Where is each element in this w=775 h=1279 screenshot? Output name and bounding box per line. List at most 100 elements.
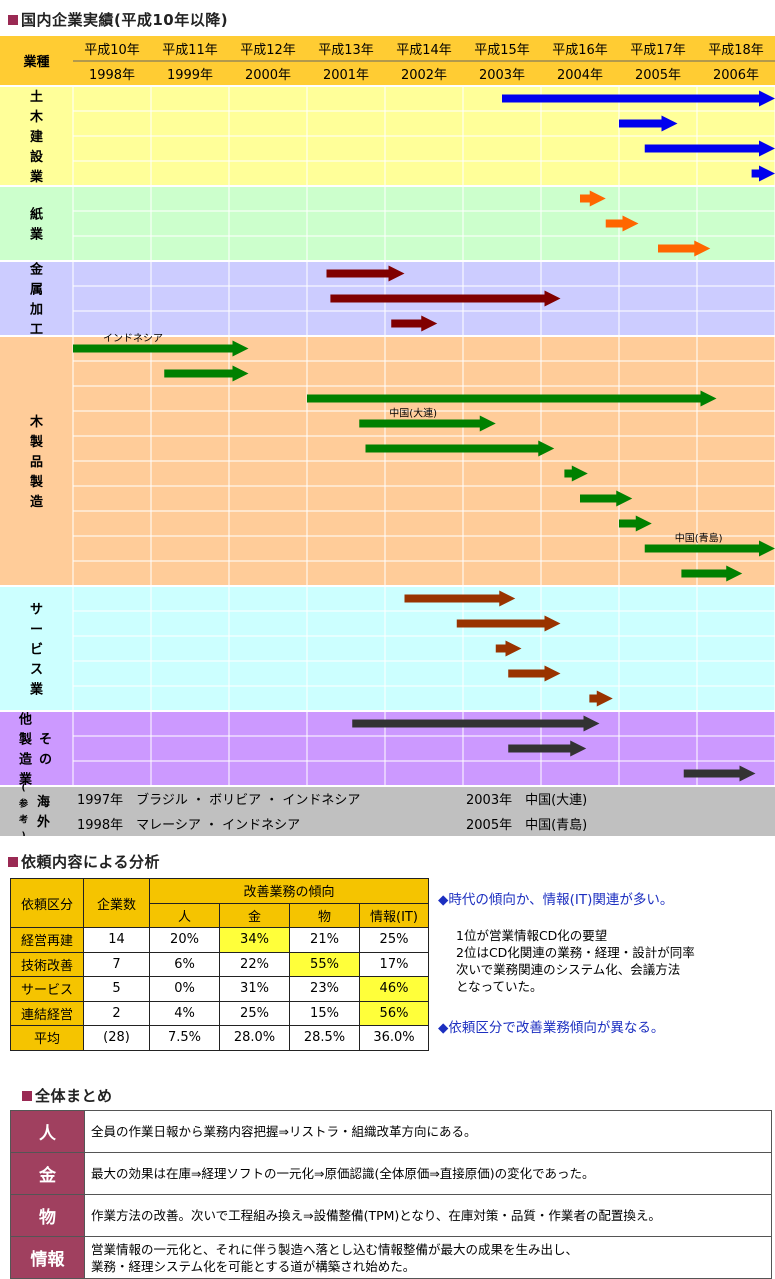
arrow-annotation: インドネシア <box>103 333 163 345</box>
row-company-count: 7 <box>83 951 150 977</box>
year-ad-label: 2006年 <box>713 68 759 83</box>
table-row-average: 平均 (28) 7.5% 28.0% 28.5% 36.0% <box>10 1025 429 1051</box>
row-trend-value: 28.0% <box>219 1025 290 1051</box>
row-company-count: 2 <box>83 1000 150 1026</box>
summary-text: 最大の効果は在庫⇒経理ソフトの一元化⇒原価認識(全体原価⇒直接原価)の変化であっ… <box>84 1152 772 1195</box>
timeline-arrow <box>605 215 639 232</box>
header-count: 企業数 <box>83 878 150 928</box>
row-trend-value: 36.0% <box>359 1025 429 1051</box>
industry-label: 製 <box>29 474 43 490</box>
industry-label: 品 <box>30 455 43 470</box>
row-trend-value: 46% <box>359 976 429 1002</box>
summary-text: 全員の作業日報から業務内容把握⇒リストラ・組織改革方向にある。 <box>84 1110 772 1153</box>
overseas-entry: 1997年 ブラジル ・ ボリビア ・ インドネシア <box>77 792 360 808</box>
overseas-note: ( <box>21 783 25 793</box>
note-line: 2位はCD化関連の業務・経理・設計が同率 <box>456 945 695 960</box>
note-line: となっていた。 <box>456 979 543 994</box>
industry-label: 木 <box>29 109 44 125</box>
section-title: 依頼内容による分析 <box>21 853 161 871</box>
timeline-arrow <box>619 115 678 132</box>
year-era-label: 平成18年 <box>708 43 764 58</box>
table-row: 連結経営 2 4% 25% 15% 56% <box>10 1000 429 1026</box>
section-title: 国内企業実績(平成10年以降) <box>21 11 229 29</box>
row-trend-value: 6% <box>149 951 220 977</box>
timeline-arrow <box>683 765 756 782</box>
timeline-arrow <box>359 415 496 432</box>
summary-text: 作業方法の改善。次いで工程組み換え⇒設備整備(TPM)となり、在庫対策・品質・作… <box>84 1194 772 1237</box>
timeline-arrow <box>352 715 600 732</box>
year-era-label: 平成17年 <box>630 43 686 58</box>
table-row: 技術改善 7 6% 22% 55% 17% <box>10 951 429 977</box>
timeline-arrow <box>326 265 405 282</box>
year-ad-label: 2000年 <box>245 68 291 83</box>
summary-line: 営業情報の一元化と、それに伴う製造へ落とし込む情報整備が最大の成果を生み出し、 <box>91 1241 579 1257</box>
timeline-arrow <box>564 465 588 482</box>
industry-label: 金 <box>29 261 44 277</box>
year-ad-label: 2005年 <box>635 68 681 83</box>
year-ad-label: 2004年 <box>557 68 603 83</box>
performance-gantt-chart: 業種 平成10年 1998年 平成11年 1999年 平成12年 2000年 平成13年 200… <box>0 36 775 836</box>
industry-label: 加 <box>29 302 43 317</box>
overseas-label: 海 <box>37 794 50 810</box>
industry-label: 業 <box>29 169 44 185</box>
chart-corner-label: 業種 <box>22 54 49 70</box>
industry-label: 業 <box>29 226 44 242</box>
timeline-arrow <box>365 440 555 457</box>
industry-label: 業 <box>18 771 33 787</box>
section-heading-performance: 国内企業実績(平成10年以降) <box>8 9 228 30</box>
table-row: サービス 5 0% 31% 23% 46% <box>10 976 429 1002</box>
square-bullet-icon <box>8 857 18 867</box>
row-company-count: (28) <box>83 1025 150 1051</box>
row-trend-value: 20% <box>149 927 220 953</box>
industry-label: の <box>39 752 52 767</box>
note-it-trend: ◆時代の傾向か、情報(IT)関連が多い。 <box>438 892 674 908</box>
industry-label: 造 <box>30 494 44 510</box>
overseas-note: 考 <box>19 813 28 825</box>
year-ad-label: 2003年 <box>479 68 525 83</box>
industry-label: 属 <box>30 282 43 297</box>
summary-key: 金 <box>10 1152 85 1195</box>
industry-label: ス <box>30 662 43 677</box>
row-trend-value: 55% <box>289 951 360 977</box>
year-era-label: 平成10年 <box>84 43 140 58</box>
timeline-arrow <box>681 565 743 582</box>
timeline-arrow <box>508 665 561 682</box>
industry-label: 建 <box>30 129 43 145</box>
row-trend-value: 31% <box>219 976 290 1002</box>
year-era-label: 平成16年 <box>552 43 608 58</box>
timeline-arrow <box>644 140 775 157</box>
square-bullet-icon <box>8 15 18 25</box>
row-trend-value: 15% <box>289 1000 360 1026</box>
header-col-person: 人 <box>149 902 220 928</box>
header-trend-group: 改善業務の傾向 <box>149 878 429 904</box>
summary-line: 業務・経理システム化を可能とする道が構築され始めた。 <box>91 1258 416 1274</box>
industry-label: 製 <box>18 731 32 747</box>
industry-group-bg <box>0 586 775 711</box>
row-trend-value: 28.5% <box>289 1025 360 1051</box>
row-trend-value: 25% <box>359 927 429 953</box>
industry-label: そ <box>39 732 52 747</box>
table-row: 経営再建 14 20% 34% 21% 25% <box>10 927 429 953</box>
row-trend-value: 34% <box>219 927 290 953</box>
row-company-count: 14 <box>83 927 150 953</box>
timeline-arrow <box>658 240 711 257</box>
arrow-annotation: 中国(大連) <box>389 407 437 420</box>
summary-table: 人全員の作業日報から業務内容把握⇒リストラ・組織改革方向にある。金最大の効果は在… <box>10 1110 772 1279</box>
summary-text: 営業情報の一元化と、それに伴う製造へ落とし込む情報整備が最大の成果を生み出し、業… <box>84 1236 772 1279</box>
square-bullet-icon <box>22 1091 32 1101</box>
overseas-entry: 2005年 中国(青島) <box>466 818 587 833</box>
note-details: 1位が営業情報CD化の要望 2位はCD化関連の業務・経理・設計が同率 次いで業務関連… <box>456 927 695 995</box>
arrow-annotation: 中国(青島) <box>675 532 723 545</box>
industry-group-bg <box>0 186 775 261</box>
timeline-arrow <box>580 490 633 507</box>
row-trend-value: 7.5% <box>149 1025 220 1051</box>
timeline-arrow <box>751 165 775 182</box>
timeline-arrow <box>495 640 522 657</box>
overseas-entry: 2003年 中国(大連) <box>466 793 587 808</box>
overseas-bg <box>0 786 775 836</box>
industry-label: 製 <box>29 434 43 450</box>
row-category-label: サービス <box>10 976 84 1002</box>
row-trend-value: 4% <box>149 1000 220 1026</box>
summary-line: 最大の効果は在庫⇒経理ソフトの一元化⇒原価認識(全体原価⇒直接原価)の変化であっ… <box>91 1166 595 1181</box>
section-heading-summary: 全体まとめ <box>22 1085 113 1106</box>
